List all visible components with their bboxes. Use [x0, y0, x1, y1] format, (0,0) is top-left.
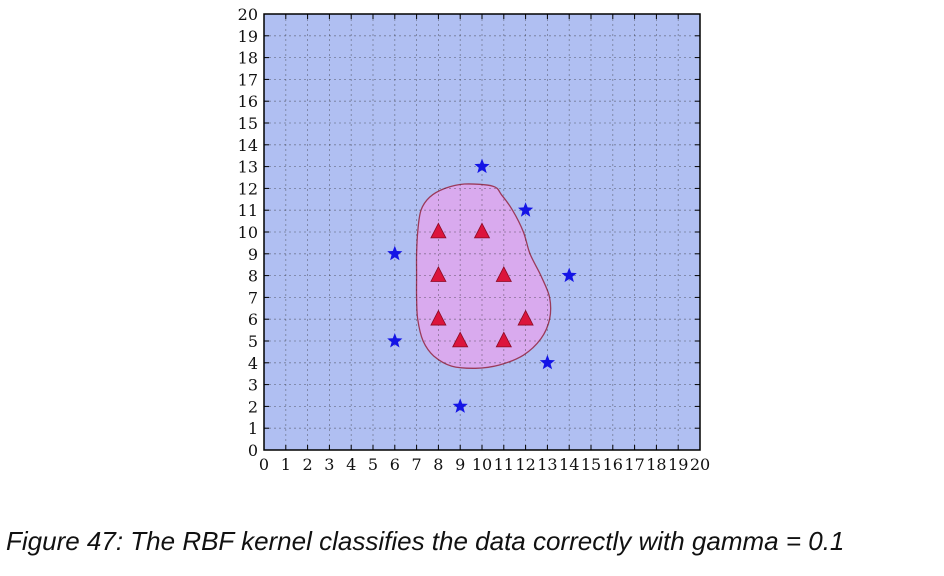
- triangle-marker: [430, 266, 447, 282]
- x-tick-label: 2: [303, 455, 313, 474]
- y-tick-label: 13: [238, 158, 258, 177]
- y-tick-label: 10: [238, 223, 258, 242]
- x-tick-label: 13: [537, 455, 557, 474]
- y-tick-label: 8: [248, 267, 258, 286]
- y-tick-label: 9: [248, 245, 258, 264]
- y-tick-label: 2: [248, 397, 258, 416]
- triangle-marker: [430, 222, 447, 239]
- triangle-marker: [430, 309, 447, 326]
- x-tick-label: 4: [346, 455, 356, 474]
- x-tick-label: 11: [494, 455, 514, 474]
- x-tick-label: 14: [559, 455, 579, 474]
- y-tick-label: 14: [238, 136, 258, 155]
- y-tick-label: 19: [238, 27, 258, 46]
- figure-caption: Figure 47: The RBF kernel classifies the…: [6, 526, 845, 556]
- x-tick-label: 1: [281, 455, 291, 474]
- y-tick-label: 15: [238, 114, 258, 133]
- y-tick-label: 4: [248, 354, 258, 373]
- x-tick-label: 3: [324, 455, 334, 474]
- y-tick-label: 16: [238, 92, 258, 111]
- x-tick-label: 5: [368, 455, 378, 474]
- x-tick-label: 8: [433, 455, 443, 474]
- star-marker: [474, 158, 490, 174]
- triangle-marker: [495, 331, 512, 348]
- y-tick-label: 6: [248, 310, 258, 329]
- x-tick-label: 17: [624, 455, 644, 474]
- star-marker: [539, 354, 555, 370]
- star-marker: [518, 202, 534, 217]
- x-tick-label: 12: [515, 455, 535, 474]
- y-tick-label: 12: [238, 179, 258, 198]
- x-tick-label: 0: [259, 455, 269, 474]
- star-marker: [452, 398, 468, 413]
- star-marker: [387, 245, 403, 261]
- x-tick-label: 20: [690, 455, 710, 474]
- x-tick-label: 10: [472, 455, 492, 474]
- y-tick-label: 5: [248, 332, 258, 351]
- x-tick-label: 9: [455, 455, 465, 474]
- y-tick-label: 18: [238, 49, 258, 68]
- triangle-marker: [452, 331, 469, 348]
- y-tick-label: 17: [238, 70, 258, 89]
- scatter-plot: 0 1 2 3 4 5 6 7 8 9 10 11 12 13 14 15 16 17 18 19 20 0123456…: [238, 5, 711, 474]
- y-tick-label: 0: [248, 441, 258, 460]
- triangle-marker: [473, 222, 491, 239]
- triangle-marker: [517, 309, 534, 326]
- y-tick-label: 7: [248, 288, 258, 307]
- y-tick-label: 3: [248, 376, 258, 395]
- x-tick-label: 15: [581, 455, 601, 474]
- y-tick-label: 1: [248, 419, 258, 438]
- triangle-marker: [495, 266, 512, 282]
- decision-region: [415, 183, 552, 369]
- star-marker: [561, 267, 577, 283]
- y-tick-label: 20: [238, 5, 258, 24]
- y-tick-label: 11: [238, 201, 258, 220]
- x-tick-label: 6: [390, 455, 400, 474]
- x-tick-label: 18: [646, 455, 666, 474]
- data-points: [387, 158, 577, 413]
- x-tick-label: 16: [603, 455, 623, 474]
- x-axis-ticks: 0 1 2 3 4 5 6 7 8 9 10 11 12 13 14 15 16 17 18 19 20: [259, 14, 710, 474]
- x-tick-label: 19: [668, 455, 688, 474]
- x-tick-label: 7: [412, 455, 422, 474]
- star-marker: [387, 333, 403, 348]
